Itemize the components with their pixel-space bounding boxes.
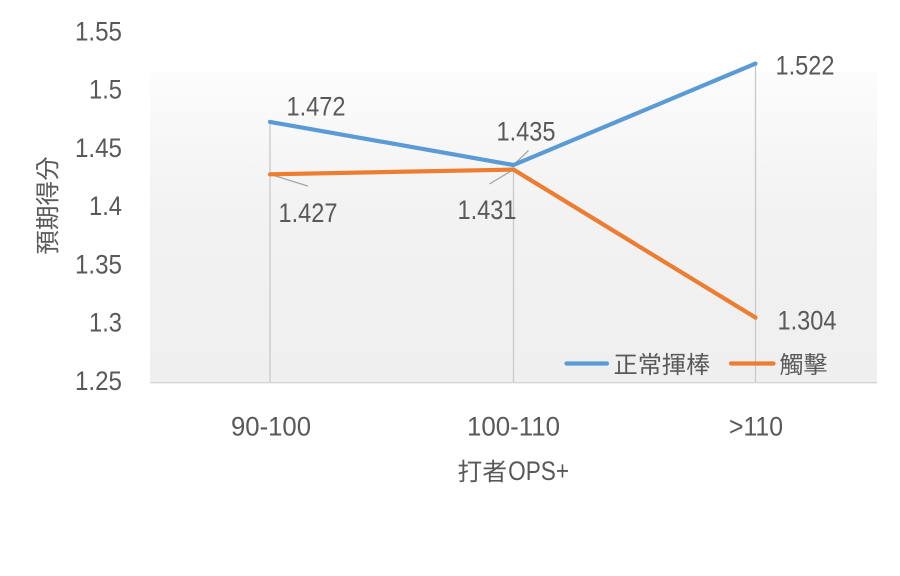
svg-text:1.5: 1.5 — [89, 75, 122, 105]
svg-text:1.45: 1.45 — [75, 133, 122, 163]
svg-text:>110: >110 — [729, 411, 783, 441]
svg-text:1.431: 1.431 — [458, 195, 517, 225]
svg-text:1.522: 1.522 — [776, 50, 835, 80]
svg-text:100-110: 100-110 — [467, 411, 560, 441]
svg-text:1.472: 1.472 — [287, 91, 346, 121]
svg-text:1.304: 1.304 — [778, 305, 837, 335]
svg-text:1.55: 1.55 — [75, 16, 122, 46]
svg-text:1.427: 1.427 — [279, 198, 338, 228]
svg-text:1.435: 1.435 — [497, 116, 556, 146]
svg-text:1.4: 1.4 — [89, 191, 122, 221]
svg-text:1.25: 1.25 — [75, 366, 122, 396]
svg-text:90-100: 90-100 — [231, 411, 311, 441]
svg-text:1.3: 1.3 — [89, 308, 122, 338]
svg-text:1.35: 1.35 — [75, 249, 122, 279]
svg-text:OPS+: OPS+ — [508, 456, 569, 486]
